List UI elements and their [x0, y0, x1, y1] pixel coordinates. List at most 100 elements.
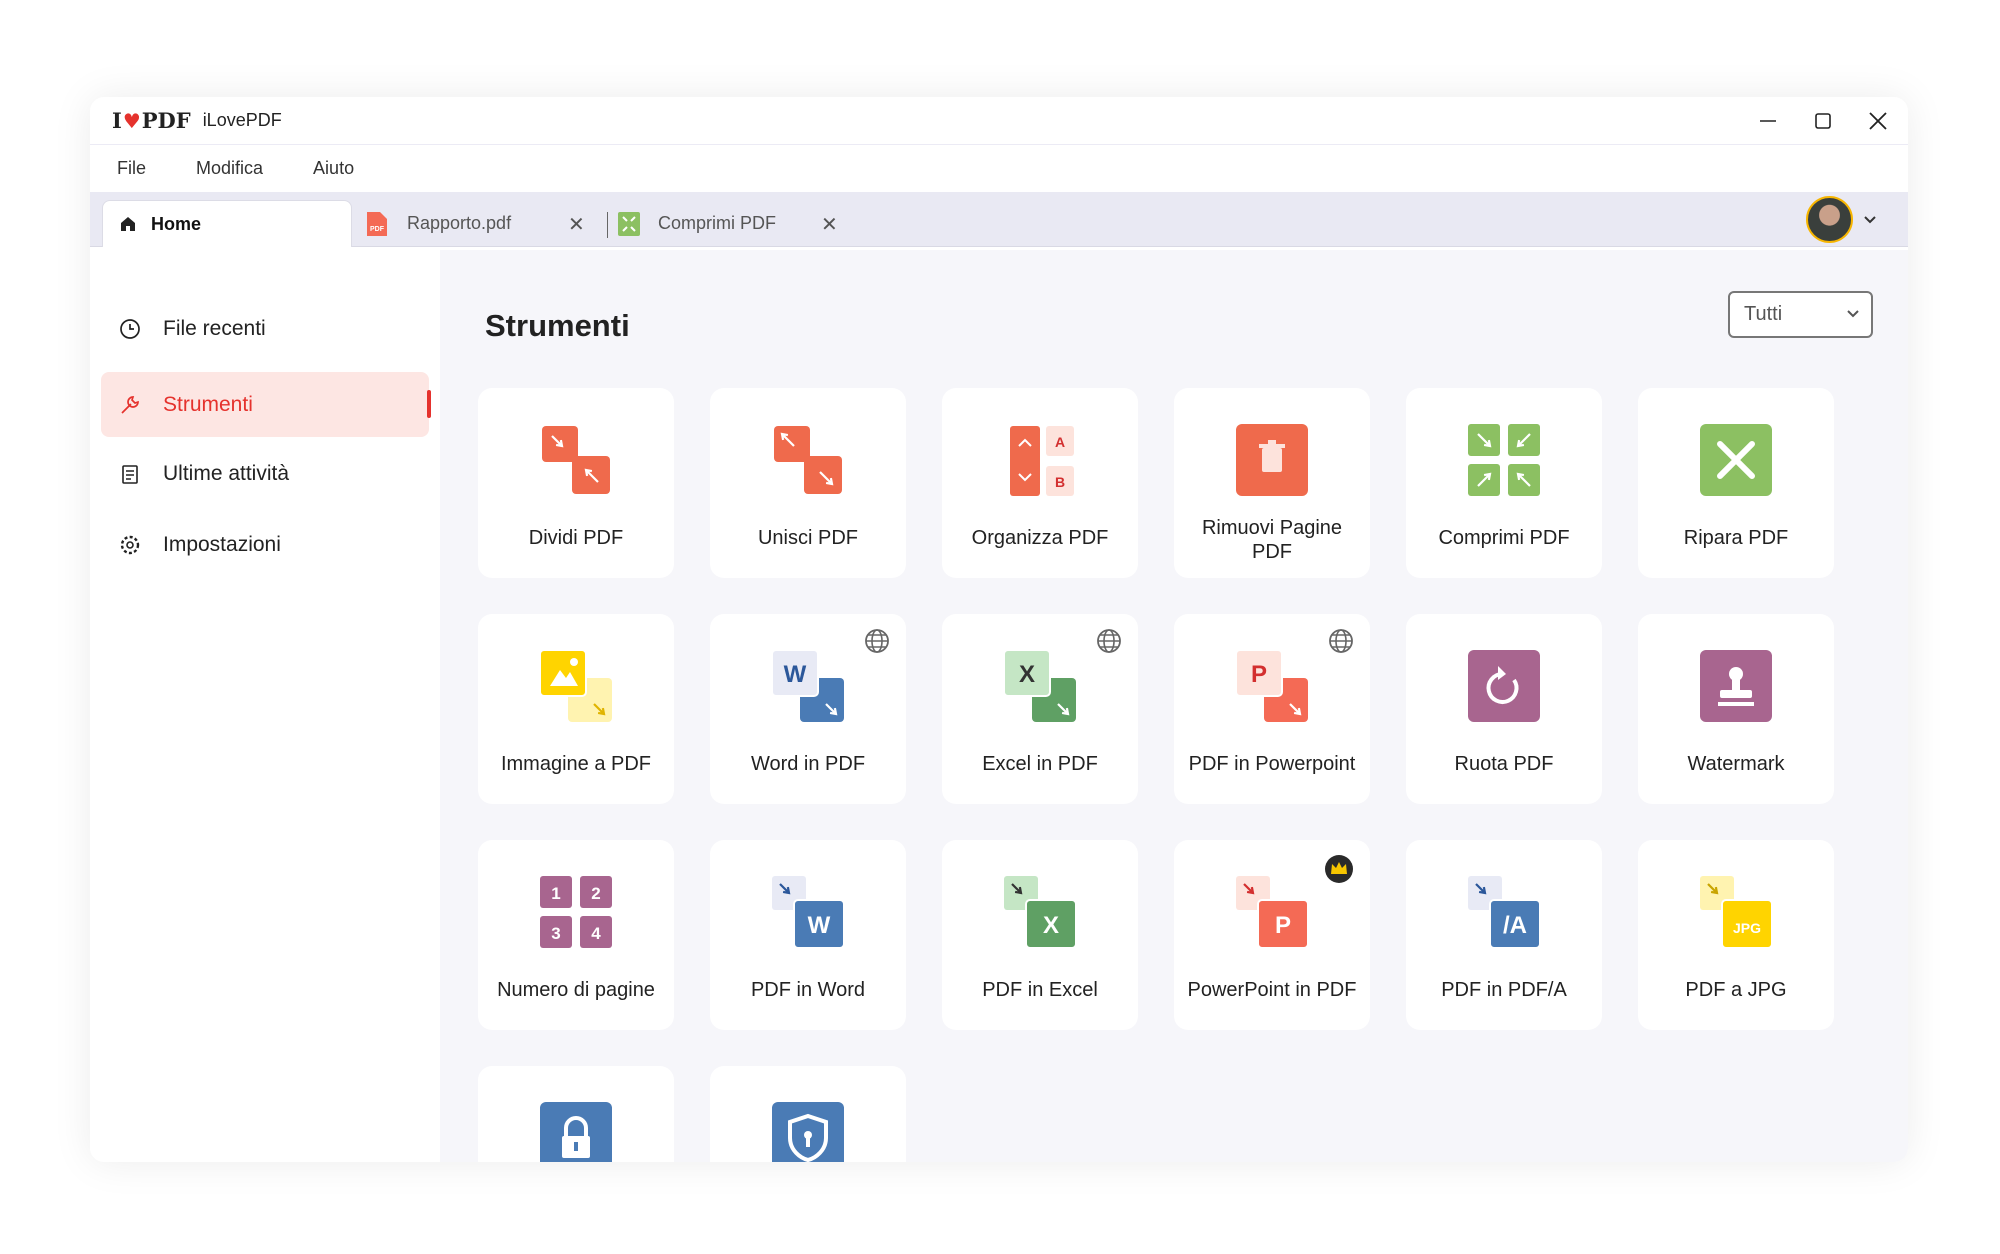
tool-label: Ripara PDF [1683, 527, 1789, 549]
tool-card-pdf-a-jpg[interactable]: JPG PDF a JPG [1638, 840, 1834, 1030]
chevron-down-icon[interactable] [1862, 214, 1878, 226]
sidebar-item-label: Impostazioni [163, 532, 281, 556]
tool-label: Rimuovi Pagine PDF [1201, 517, 1343, 563]
tab-comprimi[interactable]: Comprimi PDF [618, 200, 818, 247]
tool-label: Ruota PDF [1454, 753, 1554, 775]
menu-modifica[interactable]: Modifica [196, 158, 264, 178]
home-icon [121, 217, 135, 231]
page-numbers-icon: 1 2 3 4 [540, 876, 612, 948]
app-window: I ♥ PDF iLovePDF File Modifica Aiuto Home … [90, 97, 1908, 1162]
tool-label: Numero di pagine [497, 979, 655, 1001]
globe-icon [1097, 629, 1121, 653]
rotate-icon [1468, 650, 1540, 722]
gear-icon [120, 535, 140, 554]
tool-card-immagine-a-pdf[interactable]: Immagine a PDF [478, 614, 674, 804]
filter-value: Tutti [1744, 303, 1783, 325]
tool-label: Immagine a PDF [500, 753, 652, 775]
tab-divider [607, 212, 608, 238]
svg-text:B: B [1055, 474, 1065, 490]
chevron-down-icon [1847, 310, 1859, 318]
tool-card-watermark[interactable]: Watermark [1638, 614, 1834, 804]
tool-card-ripara-pdf[interactable]: Ripara PDF [1638, 388, 1834, 578]
merge-icon [774, 426, 842, 494]
tool-card-numero-di-pagine[interactable]: 1 2 3 4 Numero di pagine [478, 840, 674, 1030]
tool-label: Watermark [1687, 753, 1785, 775]
tool-card-word-in-pdf[interactable]: W Word in PDF [710, 614, 906, 804]
wrench-icon [121, 395, 139, 414]
pdf-to-powerpoint-icon: P [1236, 650, 1308, 722]
svg-text:P: P [1251, 661, 1267, 688]
crown-icon [1325, 855, 1353, 883]
menu-file[interactable]: File [117, 158, 147, 178]
tool-card-pdf-in-excel[interactable]: X PDF in Excel [942, 840, 1138, 1030]
tool-label: Dividi PDF [528, 527, 624, 549]
tool-card-pdf-in-powerpoint[interactable]: P PDF in Powerpoint [1174, 614, 1370, 804]
svg-text:1: 1 [551, 884, 560, 903]
tab-home[interactable]: Home [102, 200, 352, 247]
word-to-pdf-icon: W [772, 650, 844, 722]
minimize-button[interactable] [1738, 97, 1798, 145]
clock-icon [120, 318, 140, 339]
tool-label: Comprimi PDF [1438, 527, 1570, 549]
globe-icon [1329, 629, 1353, 653]
split-icon [542, 426, 610, 494]
excel-to-pdf-icon: X [1004, 650, 1076, 722]
tool-card-dividi-pdf[interactable]: Dividi PDF [478, 388, 674, 578]
svg-text:PDF: PDF [370, 226, 385, 233]
sidebar: File recenti Strumenti Ultime attività I… [90, 250, 440, 1162]
tool-label: PDF in Powerpoint [1188, 753, 1356, 775]
compress-icon [618, 211, 640, 236]
close-tab-comprimi[interactable]: ✕ [821, 214, 838, 236]
tool-label: PDF in PDF/A [1441, 979, 1567, 1001]
pdf-to-excel-icon: X [1004, 876, 1076, 948]
svg-text:/A: /A [1503, 912, 1527, 939]
tool-card-ruota-pdf[interactable]: Ruota PDF [1406, 614, 1602, 804]
trash-icon [1236, 424, 1308, 496]
main-content: Strumenti Tutti Dividi PDF Unisci PDF A B Or… [440, 250, 1908, 1162]
tab-bar: Home PDF Rapporto.pdf ✕ Comprimi PDF ✕ [90, 192, 1908, 247]
sidebar-item-impostazioni[interactable]: Impostazioni [101, 512, 429, 577]
tool-card-shield[interactable] [710, 1066, 906, 1162]
organize-icon: AB [1010, 426, 1074, 496]
tool-card-comprimi-pdf[interactable]: Comprimi PDF [1406, 388, 1602, 578]
tab-rapporto[interactable]: PDF Rapporto.pdf [365, 200, 575, 247]
pdf-to-jpg-icon: JPG [1700, 876, 1772, 948]
filter-select[interactable]: Tutti [1728, 291, 1873, 338]
tool-card-excel-in-pdf[interactable]: X Excel in PDF [942, 614, 1138, 804]
maximize-icon [1815, 113, 1831, 129]
tool-card-unisci-pdf[interactable]: Unisci PDF [710, 388, 906, 578]
pdf-file-icon: PDF [367, 211, 387, 236]
close-tab-rapporto[interactable]: ✕ [568, 214, 585, 236]
minimize-icon [1760, 120, 1776, 122]
page-title: Strumenti [485, 308, 630, 343]
sidebar-item-file-recenti[interactable]: File recenti [101, 296, 429, 361]
tool-label: Word in PDF [750, 753, 866, 775]
tool-card-powerpoint-in-pdf[interactable]: P PowerPoint in PDF [1174, 840, 1370, 1030]
sidebar-item-strumenti[interactable]: Strumenti [101, 372, 431, 437]
close-icon [1869, 112, 1887, 130]
menu-aiuto[interactable]: Aiuto [313, 158, 355, 178]
tool-card-organizza-pdf[interactable]: A B Organizza PDF [942, 388, 1138, 578]
watermark-icon [1700, 650, 1772, 722]
svg-text:4: 4 [591, 924, 601, 943]
close-button[interactable] [1848, 97, 1908, 145]
menu-bar: File Modifica Aiuto [90, 145, 1908, 192]
pdf-to-pdfa-icon: /A [1468, 876, 1540, 948]
globe-icon [865, 629, 889, 653]
svg-text:W: W [808, 912, 831, 939]
svg-text:3: 3 [551, 924, 560, 943]
tool-card-rimuovi-pagine-pdf[interactable]: Rimuovi Pagine PDF [1174, 388, 1370, 578]
tool-card-pdf-in-pdf-a[interactable]: /A PDF in PDF/A [1406, 840, 1602, 1030]
sidebar-item-ultime-attivita[interactable]: Ultime attività [101, 441, 429, 506]
tool-card-pdf-in-word[interactable]: W PDF in Word [710, 840, 906, 1030]
svg-text:X: X [1019, 661, 1035, 688]
maximize-button[interactable] [1793, 97, 1853, 145]
tool-label: Excel in PDF [982, 753, 1098, 775]
image-to-pdf-icon [540, 650, 612, 722]
svg-text:JPG: JPG [1733, 920, 1761, 936]
repair-icon [1700, 424, 1772, 496]
tool-card-lock[interactable] [478, 1066, 674, 1162]
tab-label: Comprimi PDF [658, 213, 777, 233]
user-avatar[interactable] [1806, 196, 1853, 243]
svg-text:2: 2 [591, 884, 600, 903]
